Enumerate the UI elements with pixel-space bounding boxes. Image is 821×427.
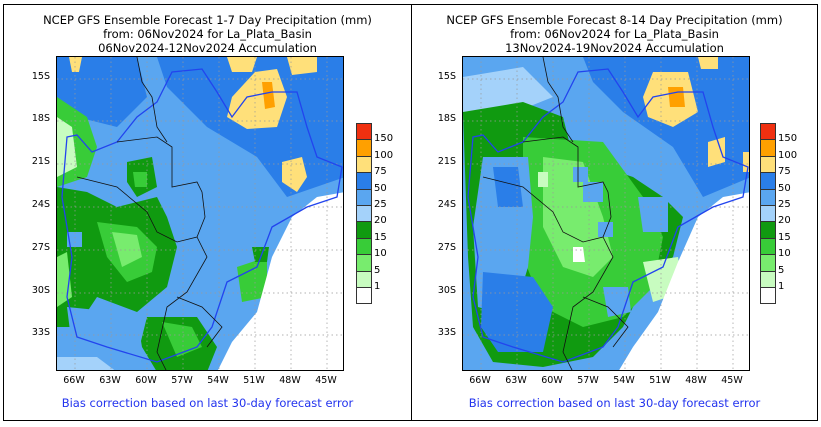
legend-label: 5 xyxy=(778,264,785,276)
legend-swatch xyxy=(760,139,776,156)
panel-subtitle: from: 06Nov2024 for La_Plata_Basin xyxy=(510,27,719,41)
legend-label: 5 xyxy=(374,264,381,276)
panel-period: 06Nov2024-12Nov2024 Accumulation xyxy=(98,41,317,55)
lon-label: 60W xyxy=(541,375,563,386)
lat-label: 18S xyxy=(437,113,456,124)
legend-label: 150 xyxy=(778,133,798,145)
legend-swatch xyxy=(356,237,372,255)
color-legend xyxy=(760,123,776,305)
legend-label: 75 xyxy=(778,166,791,178)
legend-swatch xyxy=(356,139,372,156)
precipitation-map xyxy=(462,56,750,371)
lon-label: 57W xyxy=(577,375,599,386)
lat-label: 30S xyxy=(31,285,50,296)
legend-label: 1 xyxy=(778,281,785,292)
legend-swatch xyxy=(356,155,372,173)
legend-swatch xyxy=(760,254,776,271)
lat-label: 21S xyxy=(437,156,456,167)
legend-swatch xyxy=(356,286,372,305)
lat-label: 33S xyxy=(437,327,456,338)
lat-label: 15S xyxy=(437,71,456,82)
lon-label: 66W xyxy=(469,375,491,386)
legend-swatch xyxy=(356,188,372,205)
footer-note: Bias correction based on last 30-day for… xyxy=(468,396,761,410)
lon-label: 51W xyxy=(243,375,265,386)
legend-swatch xyxy=(760,155,776,173)
lon-label: 45W xyxy=(315,375,337,386)
lon-label: 63W xyxy=(99,375,121,386)
lon-label: 54W xyxy=(207,375,229,386)
panel-period: 13Nov2024-19Nov2024 Accumulation xyxy=(505,41,724,55)
legend-label: 75 xyxy=(374,166,387,178)
legend-swatch xyxy=(356,204,372,222)
legend-label: 10 xyxy=(374,248,387,260)
lat-label: 30S xyxy=(437,285,456,296)
lon-label: 66W xyxy=(63,375,85,386)
legend-swatch xyxy=(760,123,776,140)
lat-label: 21S xyxy=(31,156,50,167)
lon-label: 54W xyxy=(613,375,635,386)
legend-swatch xyxy=(760,188,776,205)
legend-label: 150 xyxy=(374,133,394,145)
lon-label: 45W xyxy=(721,375,743,386)
legend-swatch xyxy=(760,221,776,238)
lat-label: 18S xyxy=(31,113,50,124)
panel-subtitle: from: 06Nov2024 for La_Plata_Basin xyxy=(103,27,312,41)
legend-swatch xyxy=(760,237,776,255)
legend-label: 100 xyxy=(374,149,394,161)
lon-label: 48W xyxy=(685,375,707,386)
legend-swatch xyxy=(356,172,372,189)
lat-label: 27S xyxy=(31,242,50,253)
legend-swatch xyxy=(760,286,776,305)
legend-label: 50 xyxy=(374,182,387,194)
legend-swatch xyxy=(356,270,372,287)
panel-title: NCEP GFS Ensemble Forecast 8-14 Day Prec… xyxy=(446,13,783,27)
legend-label: 10 xyxy=(778,248,791,260)
lon-label: 51W xyxy=(649,375,671,386)
lat-label: 27S xyxy=(437,242,456,253)
lon-label: 48W xyxy=(279,375,301,386)
legend-label: 15 xyxy=(374,231,387,243)
legend-swatch xyxy=(356,123,372,140)
lon-label: 63W xyxy=(505,375,527,386)
lat-label: 24S xyxy=(437,199,456,210)
color-legend xyxy=(356,123,372,305)
panel-week2: NCEP GFS Ensemble Forecast 8-14 Day Prec… xyxy=(411,4,818,421)
lat-label: 33S xyxy=(31,327,50,338)
legend-label: 1 xyxy=(374,281,381,292)
legend-label: 25 xyxy=(374,199,387,210)
legend-swatch xyxy=(760,172,776,189)
panel-title: NCEP GFS Ensemble Forecast 1-7 Day Preci… xyxy=(43,13,372,27)
lat-label: 24S xyxy=(31,199,50,210)
legend-label: 15 xyxy=(778,231,791,243)
legend-swatch xyxy=(356,254,372,271)
precipitation-map xyxy=(56,56,344,371)
legend-swatch xyxy=(760,270,776,287)
footer-note: Bias correction based on last 30-day for… xyxy=(61,396,354,410)
lon-label: 57W xyxy=(171,375,193,386)
lon-label: 60W xyxy=(135,375,157,386)
legend-swatch xyxy=(356,221,372,238)
legend-label: 25 xyxy=(778,199,791,210)
legend-label: 100 xyxy=(778,149,798,161)
panel-week1: NCEP GFS Ensemble Forecast 1-7 Day Preci… xyxy=(3,4,412,421)
legend-swatch xyxy=(760,204,776,222)
legend-label: 50 xyxy=(778,182,791,194)
legend-label: 20 xyxy=(778,215,791,227)
lat-label: 15S xyxy=(31,71,50,82)
legend-label: 20 xyxy=(374,215,387,227)
